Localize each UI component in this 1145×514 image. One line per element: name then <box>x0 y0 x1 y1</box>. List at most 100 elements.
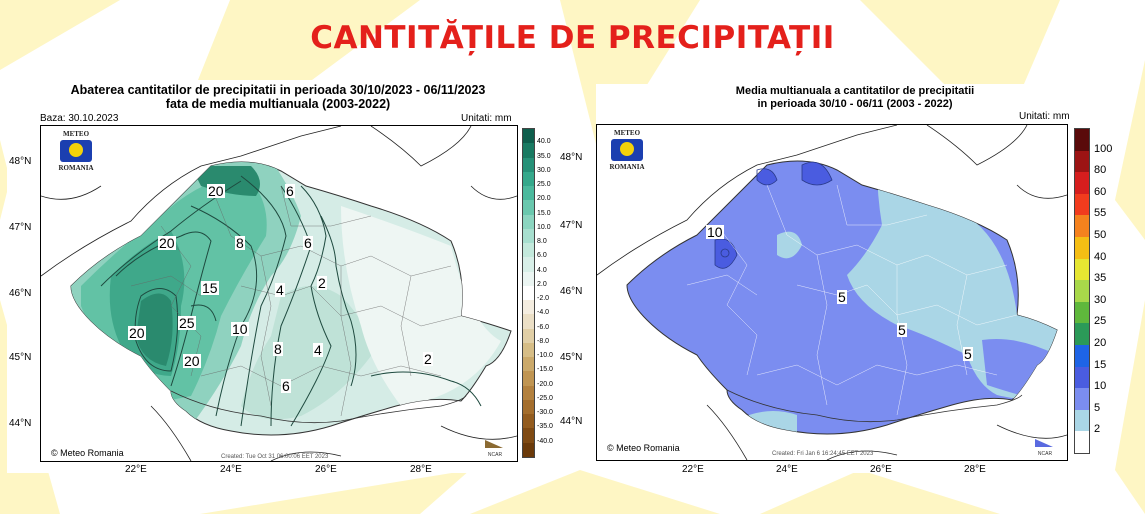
colorbar-label: 2.0 <box>537 280 547 288</box>
colorbar-swatch <box>1075 258 1089 281</box>
colorbar-label: 15.0 <box>537 209 551 217</box>
colorbar-swatch <box>523 385 534 400</box>
ncar-label: NCAR <box>1037 451 1053 457</box>
colorbar-swatch <box>523 342 534 357</box>
colorbar-label: -4.0 <box>537 309 550 317</box>
colorbar-label: 40.0 <box>537 138 551 146</box>
colorbar-swatch <box>523 314 534 329</box>
left-lat-tick: 48°N <box>9 156 32 167</box>
colorbar-label: 50 <box>1094 229 1107 241</box>
left-map-base-date: Baza: 30.10.2023 <box>40 113 119 124</box>
right-lon-tick: 22°E <box>682 464 704 475</box>
colorbar-swatch <box>1075 301 1089 324</box>
left-contour-label: 4 <box>275 282 285 298</box>
colorbar-swatch <box>523 129 534 144</box>
left-lon-tick: 28°E <box>410 464 432 475</box>
colorbar-swatch <box>523 200 534 215</box>
right-lon-tick: 28°E <box>964 464 986 475</box>
right-map-copyright: © Meteo Romania <box>607 443 680 453</box>
colorbar-swatch <box>523 157 534 172</box>
colorbar-label: 35.0 <box>537 152 551 160</box>
colorbar-label: 60 <box>1094 185 1107 198</box>
right-colorbar-labels: 100 80 60 55 50 40 35 30 25 20 15 10 5 2 <box>1094 128 1118 452</box>
left-map-title-line2: fata de media multianuala (2003-2022) <box>165 97 391 111</box>
colorbar-label: 25.0 <box>537 181 551 189</box>
right-map-units: Unitati: mm <box>1019 111 1070 122</box>
colorbar-label: 6.0 <box>537 252 547 260</box>
right-lat-tick: 44°N <box>560 416 583 427</box>
colorbar-swatch <box>1075 388 1089 410</box>
colorbar-label: -15.0 <box>537 366 553 374</box>
colorbar-label: 100 <box>1094 142 1113 155</box>
left-contour-label: 2 <box>423 351 433 367</box>
left-lon-tick: 22°E <box>125 464 147 475</box>
left-map-created: Created: Tue Oct 31 06:00:06 EET 2023 <box>221 454 329 460</box>
colorbar-swatch <box>523 371 534 386</box>
left-colorbar <box>522 128 535 458</box>
colorbar-label: 15 <box>1094 358 1107 371</box>
colorbar-swatch <box>1075 236 1089 259</box>
logo-text-bottom: ROMANIA <box>58 164 94 172</box>
left-contour-label: 25 <box>178 315 196 331</box>
colorbar-swatch <box>523 271 534 286</box>
ncar-logo: NCAR <box>1035 437 1055 457</box>
colorbar-swatch <box>1075 215 1089 237</box>
colorbar-label: 20 <box>1094 337 1107 349</box>
page-title: CANTITĂȚILE DE PRECIPITAȚII <box>310 20 835 56</box>
left-colorbar-labels: 40.0 35.0 30.0 25.0 20.0 15.0 10.0 8.0 6.0 4.0 2.0… <box>537 128 567 456</box>
logo-emblem-icon <box>611 139 643 161</box>
colorbar-swatch <box>1075 193 1089 216</box>
logo-emblem-icon <box>60 140 92 162</box>
right-lat-tick: 45°N <box>560 352 583 363</box>
colorbar-label: 25 <box>1094 315 1107 328</box>
colorbar-swatch <box>1075 172 1089 194</box>
ncar-logo: NCAR <box>485 438 505 458</box>
colorbar-label: 4.0 <box>537 266 547 274</box>
colorbar-swatch <box>1075 366 1089 389</box>
left-map-title-line1: Abaterea cantitatilor de precipitatii in… <box>70 83 486 97</box>
right-contour-label: 5 <box>963 346 973 362</box>
left-map-panel: Abaterea cantitatilor de precipitatii in… <box>7 80 553 475</box>
left-contour-label: 10 <box>231 321 249 337</box>
meteo-romania-logo: METEO ROMANIA <box>602 129 652 171</box>
left-contour-label: 20 <box>158 235 176 251</box>
left-contour-label: 20 <box>207 183 225 199</box>
left-lat-tick: 44°N <box>9 418 32 429</box>
left-lat-tick: 45°N <box>9 352 32 363</box>
left-contour-label: 15 <box>201 280 219 296</box>
left-contour-label: 4 <box>313 342 323 358</box>
colorbar-label: -25.0 <box>537 394 553 402</box>
right-lon-tick: 24°E <box>776 464 798 475</box>
right-colorbar <box>1074 128 1090 454</box>
colorbar-label: 40 <box>1094 250 1107 263</box>
left-contour-label: 6 <box>285 183 295 199</box>
left-contour-label: 20 <box>128 325 146 341</box>
colorbar-swatch <box>1075 409 1089 432</box>
colorbar-swatch <box>523 143 534 158</box>
colorbar-label: 80 <box>1094 164 1107 177</box>
colorbar-label: -10.0 <box>537 352 553 360</box>
colorbar-label: 30 <box>1094 293 1107 306</box>
colorbar-swatch <box>523 243 534 258</box>
colorbar-swatch <box>523 328 534 343</box>
right-map-title-line2: in perioada 30/10 - 06/11 (2003 - 2022) <box>757 98 953 110</box>
colorbar-swatch <box>523 442 534 457</box>
right-map-graphic <box>597 125 1067 460</box>
colorbar-label: 2 <box>1094 423 1101 436</box>
colorbar-label: -6.0 <box>537 323 550 331</box>
colorbar-label: 35 <box>1094 272 1107 285</box>
colorbar-swatch <box>523 428 534 443</box>
colorbar-swatch <box>523 285 534 300</box>
colorbar-swatch <box>523 300 534 315</box>
right-lat-tick: 48°N <box>560 152 583 163</box>
colorbar-swatch <box>523 228 534 243</box>
logo-text-top: METEO <box>613 129 641 137</box>
colorbar-swatch <box>523 414 534 429</box>
colorbar-label: 5 <box>1094 401 1101 414</box>
colorbar-swatch <box>1075 280 1089 302</box>
right-contour-label: 10 <box>706 224 724 240</box>
colorbar-label: 10 <box>1094 380 1107 393</box>
left-map-units: Unitati: mm <box>461 113 512 124</box>
right-contour-label: 5 <box>897 322 907 338</box>
colorbar-swatch <box>523 399 534 414</box>
